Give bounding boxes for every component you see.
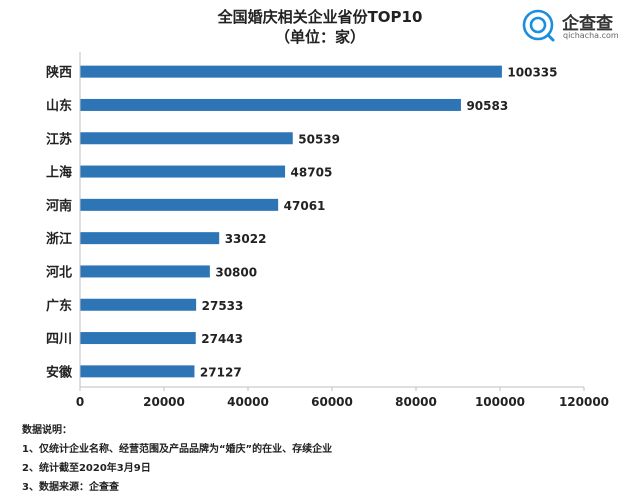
brand-logo: 企查查 qichacha.com — [522, 9, 632, 43]
category-label-2: 山东 — [46, 98, 72, 114]
note-item-3: 3、数据来源：企查查 — [22, 482, 119, 493]
value-label-8: 27533 — [202, 299, 244, 313]
category-label-5: 河南 — [46, 198, 72, 214]
bar-3 — [80, 132, 293, 145]
bar-5 — [80, 198, 279, 211]
value-label-5: 47061 — [284, 199, 326, 213]
category-label-3: 江苏 — [46, 131, 72, 147]
value-label-9: 27443 — [201, 332, 243, 346]
category-label-7: 河北 — [46, 264, 72, 280]
note-item-1: 1、仅统计企业名称、经营范围及产品品牌为“婚庆”的在业、存续企业 — [22, 444, 333, 455]
x-tick-label-5: 80000 — [395, 395, 437, 409]
category-label-10: 安徽 — [46, 364, 73, 380]
category-label-6: 浙江 — [46, 231, 72, 247]
value-label-3: 50539 — [298, 132, 340, 146]
data-notes: 数据说明： 1、仅统计企业名称、经营范围及产品品牌为“婚庆”的在业、存续企业 2… — [22, 421, 332, 497]
category-label-9: 四川 — [46, 332, 72, 347]
brand-domain: qichacha.com — [563, 31, 619, 40]
bar-8 — [80, 298, 197, 311]
category-label-4: 上海 — [46, 165, 72, 181]
bar-1 — [80, 65, 502, 78]
value-label-7: 30800 — [215, 265, 257, 279]
x-tick-label-3: 40000 — [227, 395, 269, 409]
bar-6 — [80, 232, 220, 245]
chart-title: 全国婚庆相关企业省份TOP10 — [217, 8, 423, 26]
qichacha-logo-icon — [522, 9, 555, 42]
value-label-1: 100335 — [507, 66, 557, 80]
value-label-4: 48705 — [291, 166, 333, 180]
bar-2 — [80, 98, 461, 111]
note-item-2: 2、统计截至2020年3月9日 — [22, 463, 151, 474]
category-label-8: 广东 — [46, 298, 72, 314]
x-tick-label-7: 120000 — [559, 395, 609, 409]
value-label-2: 90583 — [466, 99, 508, 113]
chart-subtitle: （单位：家） — [274, 28, 365, 46]
bar-4 — [80, 165, 286, 178]
x-tick-label-6: 100000 — [475, 395, 525, 409]
bar-9 — [80, 332, 196, 345]
x-tick-label-2: 20000 — [143, 395, 185, 409]
bar-chart: 陕西 100335 山东 90583 江苏 50539 上海 48705 河南 47061 浙江 33… — [46, 52, 609, 409]
x-tick-label-4: 60000 — [311, 395, 353, 409]
bar-10 — [80, 365, 195, 378]
bar-7 — [80, 265, 210, 278]
value-label-10: 27127 — [200, 365, 242, 379]
x-tick-label-1: 0 — [76, 395, 84, 409]
brand-name: 企查查 — [562, 14, 613, 34]
notes-heading: 数据说明： — [22, 425, 72, 436]
category-label-1: 陕西 — [46, 65, 72, 81]
value-label-6: 33022 — [225, 232, 267, 246]
